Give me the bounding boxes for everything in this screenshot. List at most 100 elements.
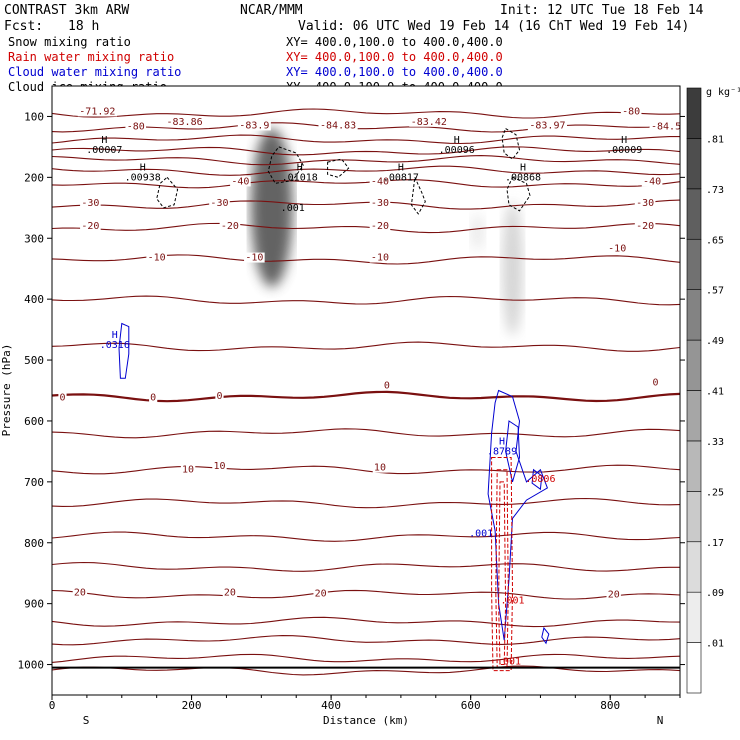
colorbar-segment bbox=[686, 238, 702, 290]
x-tick-label: 0 bbox=[49, 699, 56, 712]
snow-core bbox=[250, 128, 293, 287]
legend: Snow mixing ratio XY= 400.0,100.0 to 400.… bbox=[8, 35, 503, 94]
isotherm-line bbox=[52, 341, 680, 352]
temperature-label-bg bbox=[651, 377, 660, 388]
legend-xy: XY= 400.0,100.0 to 400.0,400.0 bbox=[286, 35, 503, 49]
temperature-label: -10 bbox=[371, 253, 389, 264]
cloud-ice-contour bbox=[267, 146, 304, 184]
temperature-label: -10 bbox=[245, 253, 263, 264]
extremum-type: H bbox=[112, 330, 118, 341]
temperature-label-bg bbox=[222, 587, 238, 598]
temperature-label-bg bbox=[212, 460, 227, 471]
temperature-label: 0 bbox=[384, 380, 390, 391]
legend-name: Snow mixing ratio bbox=[8, 35, 131, 49]
temperature-label: -40 bbox=[643, 176, 661, 187]
isotherm-line bbox=[52, 222, 680, 234]
y-tick-label: 1000 bbox=[18, 659, 45, 672]
temperature-label: 20 bbox=[608, 589, 620, 600]
temperature-label-bg bbox=[209, 197, 230, 208]
x-tick-label: 800 bbox=[600, 699, 620, 712]
cloud-water-contours bbox=[118, 322, 550, 645]
temperature-label: -20 bbox=[371, 221, 389, 232]
colorbar-segment bbox=[686, 390, 702, 442]
rain-contour bbox=[491, 457, 514, 672]
isotherm-lines bbox=[52, 108, 680, 676]
y-tick-label: 200 bbox=[24, 171, 44, 184]
temperature-label-bg bbox=[382, 380, 392, 391]
colorbar: .01 .09 .17 .25 .33 .41 .49 .57 .65 .73 .81 bbox=[686, 87, 724, 694]
temperature-label: -83.9 bbox=[239, 120, 269, 131]
temperature-label-bg bbox=[369, 252, 391, 263]
cloud-water-contour bbox=[118, 322, 130, 379]
temperature-label-bg bbox=[620, 106, 642, 117]
cloud-water-contour bbox=[505, 420, 521, 483]
cloud-ice-contour bbox=[327, 158, 350, 178]
x-tick-label: 400 bbox=[321, 699, 341, 712]
colorbar-units: g kg⁻¹ bbox=[706, 87, 740, 98]
colorbar-segment bbox=[686, 591, 702, 643]
cloud-ice-contour bbox=[156, 176, 179, 209]
isotherm-line bbox=[52, 108, 680, 119]
plot-content: -71.92 -80 -83.86 -83.9 -84.83 -83.42 -83.97 -8… bbox=[52, 106, 680, 676]
temperature-label: -10 bbox=[148, 253, 166, 264]
temperature-label-bg bbox=[527, 120, 568, 131]
extremum-type: H bbox=[621, 135, 627, 146]
temperature-label: -80 bbox=[622, 106, 640, 117]
temperature-label: 0 bbox=[59, 393, 65, 404]
extremum-type: H bbox=[101, 135, 107, 146]
cloud-water-contour bbox=[541, 626, 550, 645]
colorbar-segment bbox=[686, 642, 702, 694]
temperature-label-bg bbox=[372, 462, 388, 473]
temperature-label-bg bbox=[313, 588, 328, 599]
temperature-label: -20 bbox=[636, 221, 654, 232]
temperature-label: -40 bbox=[371, 176, 389, 187]
isotherm-line bbox=[52, 531, 680, 542]
temperature-label-bg bbox=[649, 121, 680, 132]
extremum-value: .00096 bbox=[439, 145, 475, 156]
legend-name: Cloud water mixing ratio bbox=[8, 65, 181, 79]
y-tick-label: 900 bbox=[24, 598, 44, 611]
temperature-label: -83.97 bbox=[529, 120, 565, 131]
contour-value-label: .001 bbox=[500, 596, 524, 607]
temperature-label-bg bbox=[164, 116, 205, 127]
temperature-label: 0 bbox=[653, 377, 659, 388]
y-tick-label: 500 bbox=[24, 354, 44, 367]
cloud-ice-contours bbox=[156, 127, 531, 215]
temperature-label-bg bbox=[369, 197, 391, 208]
temperature-label: -20 bbox=[81, 221, 99, 232]
temperature-label: -83.86 bbox=[167, 117, 203, 128]
contour-value-label: .0806 bbox=[525, 474, 555, 485]
isotherm-line bbox=[52, 134, 680, 145]
contour-labels: -71.92 -80 -83.86 -83.9 -84.83 -83.42 -83.97 -8… bbox=[58, 106, 680, 668]
isotherm-line bbox=[52, 295, 680, 306]
snow-core bbox=[470, 213, 485, 251]
isotherm-line bbox=[52, 635, 680, 646]
colorbar-segment bbox=[686, 541, 702, 593]
contour-value-label: .001 bbox=[281, 203, 305, 214]
temperature-label: -71.92 bbox=[79, 106, 115, 117]
temperature-label-bg bbox=[149, 392, 158, 403]
temperature-label-bg bbox=[230, 176, 251, 187]
temperature-label-bg bbox=[244, 252, 265, 263]
x-end-right: N bbox=[657, 714, 664, 727]
snow-shading bbox=[250, 128, 523, 336]
colorbar-tick-label: .49 bbox=[706, 336, 724, 347]
legend-name: Rain water mixing ratio bbox=[8, 50, 174, 64]
extremum-type: H bbox=[454, 135, 460, 146]
extremum-type: H bbox=[520, 162, 526, 173]
temperature-label: 20 bbox=[74, 588, 86, 599]
colorbar-tick-label: .33 bbox=[706, 437, 724, 448]
contour-value-label: .001 bbox=[469, 529, 493, 540]
temperature-label: 20 bbox=[315, 589, 327, 600]
temperature-label: 10 bbox=[213, 461, 225, 472]
isotherm-line bbox=[52, 179, 680, 189]
extremum-type: H bbox=[499, 436, 505, 447]
temperature-label-bg bbox=[77, 106, 117, 117]
colorbar-segment bbox=[686, 138, 702, 190]
temperature-label-bg bbox=[369, 220, 391, 231]
isotherm-line bbox=[52, 155, 680, 166]
temperature-label-bg bbox=[606, 589, 621, 600]
temperature-label: 20 bbox=[224, 588, 236, 599]
temperature-label-bg bbox=[634, 197, 656, 208]
temperature-label-bg bbox=[180, 464, 196, 475]
